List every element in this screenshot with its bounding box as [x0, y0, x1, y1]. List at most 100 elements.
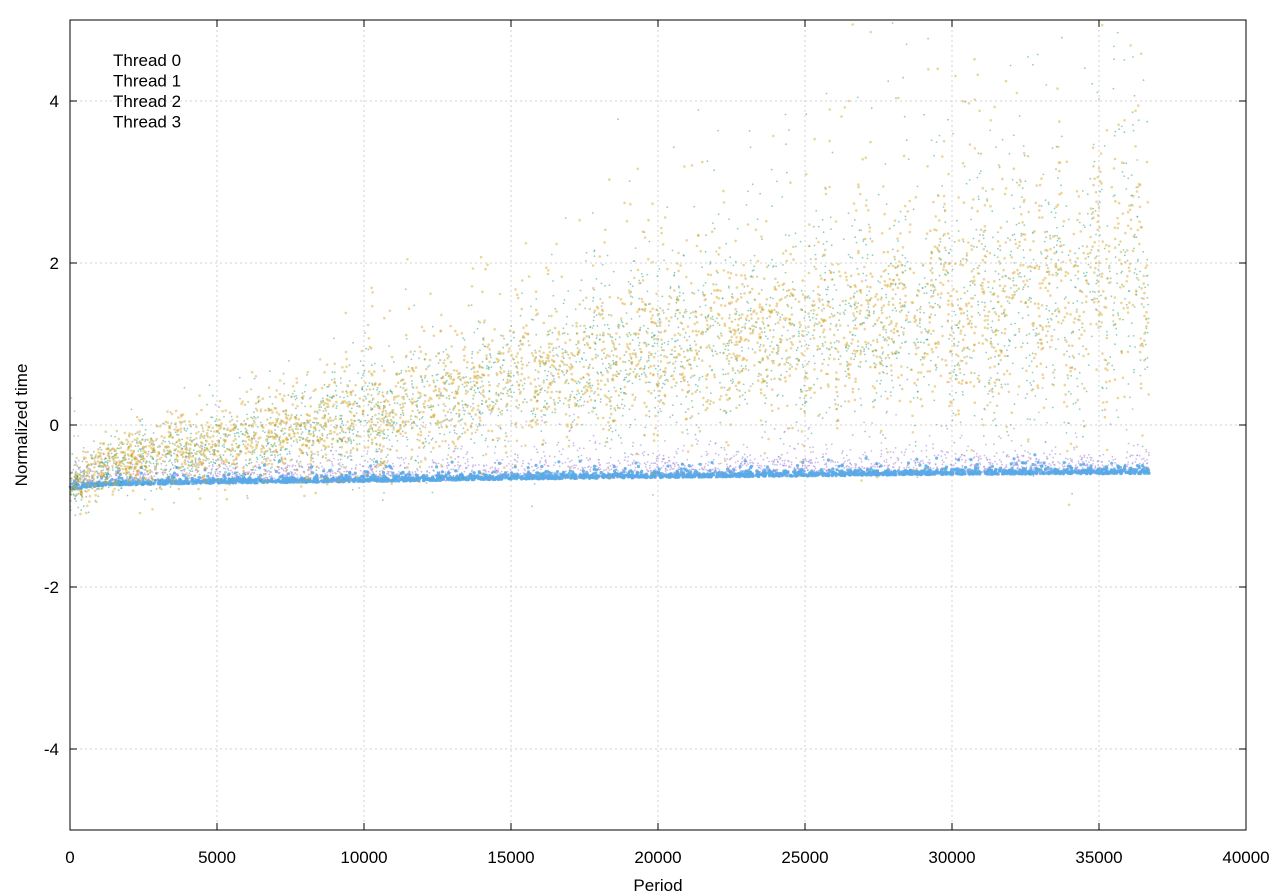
data-point	[804, 458, 807, 461]
data-point	[1077, 460, 1080, 463]
data-point	[77, 435, 80, 437]
data-point	[730, 456, 733, 459]
data-point	[854, 463, 856, 465]
data-point	[503, 476, 507, 480]
data-point	[705, 454, 708, 456]
data-point	[885, 470, 889, 474]
data-point	[557, 460, 561, 464]
data-point	[231, 475, 234, 478]
data-point	[817, 461, 819, 464]
data-point	[807, 428, 810, 430]
data-point	[81, 476, 84, 479]
data-point	[567, 457, 569, 460]
data-point	[1089, 459, 1092, 461]
data-point	[214, 403, 217, 406]
data-point	[496, 469, 498, 472]
data-point	[919, 460, 922, 463]
data-point	[995, 452, 998, 455]
data-point	[659, 408, 661, 410]
data-point	[366, 470, 370, 474]
data-point	[277, 471, 280, 474]
data-point	[457, 468, 460, 470]
data-point	[632, 441, 635, 444]
data-point	[1079, 463, 1083, 467]
data-point	[1146, 458, 1148, 461]
data-point	[511, 463, 514, 466]
data-point	[940, 425, 943, 427]
data-point	[432, 461, 434, 464]
data-point	[282, 468, 284, 471]
data-point	[524, 476, 528, 480]
data-point	[940, 455, 943, 457]
data-point	[1092, 459, 1095, 462]
data-point	[849, 462, 852, 464]
data-point	[540, 468, 542, 471]
data-point	[892, 462, 895, 465]
data-point	[239, 474, 241, 476]
data-point	[1048, 462, 1051, 465]
data-point	[815, 457, 818, 460]
data-point	[588, 439, 591, 442]
data-point	[639, 463, 641, 465]
data-point	[1097, 464, 1100, 466]
data-point	[664, 462, 666, 465]
data-point	[537, 466, 540, 469]
data-point	[1014, 449, 1017, 452]
data-point	[274, 456, 277, 458]
data-point	[332, 475, 335, 477]
data-point	[1009, 423, 1012, 426]
data-point	[876, 465, 879, 468]
data-point	[220, 462, 223, 464]
data-point	[718, 469, 721, 472]
data-point	[808, 464, 811, 467]
data-point	[697, 440, 699, 442]
data-point	[556, 444, 559, 446]
data-point	[457, 456, 459, 458]
data-point	[262, 474, 264, 477]
data-point	[535, 448, 538, 451]
data-point	[854, 466, 857, 469]
data-point	[1081, 456, 1083, 459]
data-point	[115, 473, 117, 476]
data-point	[588, 465, 590, 468]
data-point	[537, 477, 541, 481]
data-point	[107, 459, 109, 462]
data-point	[375, 470, 378, 473]
data-point	[1044, 464, 1047, 467]
data-point	[522, 462, 524, 465]
data-point	[945, 425, 948, 427]
data-point	[663, 458, 665, 460]
data-point	[1040, 464, 1044, 468]
data-point	[296, 473, 298, 476]
data-point	[677, 448, 679, 450]
data-point	[637, 453, 640, 456]
data-point	[658, 454, 661, 456]
data-point	[610, 468, 613, 470]
data-point	[1036, 460, 1040, 464]
data-point	[864, 451, 866, 454]
data-point	[412, 473, 414, 475]
data-point	[313, 453, 316, 455]
data-point	[1101, 464, 1104, 467]
data-point	[608, 462, 610, 464]
data-point	[731, 474, 735, 478]
data-point	[359, 469, 362, 472]
data-point	[1107, 464, 1110, 467]
data-point	[1016, 468, 1019, 471]
data-point	[1064, 457, 1067, 460]
data-point	[258, 473, 263, 477]
data-point	[335, 472, 337, 475]
data-point	[364, 479, 368, 483]
data-point	[286, 475, 288, 477]
data-point	[728, 458, 731, 461]
data-point	[823, 463, 826, 466]
data-point	[242, 472, 246, 476]
data-point	[669, 464, 672, 466]
data-point	[918, 461, 921, 464]
data-point	[1081, 466, 1084, 469]
data-point	[570, 459, 573, 462]
data-point	[649, 470, 652, 472]
data-point	[452, 468, 455, 471]
data-point	[730, 471, 735, 475]
data-point	[478, 464, 480, 466]
